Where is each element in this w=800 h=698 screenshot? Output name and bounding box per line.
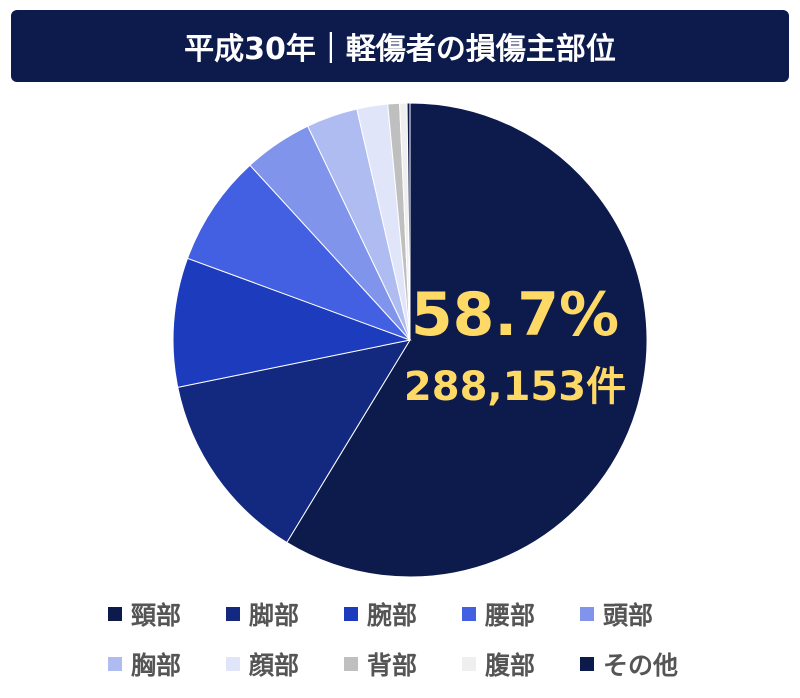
legend-item: 胸部 xyxy=(108,646,226,682)
legend-swatch xyxy=(462,657,476,671)
legend-label: 顔部 xyxy=(249,651,300,680)
legend-swatch xyxy=(108,607,122,621)
legend-label: 頭部 xyxy=(603,601,654,630)
pie-slice-2 xyxy=(172,257,412,388)
pie-slice-1 xyxy=(177,339,412,544)
legend-item: その他 xyxy=(580,646,698,682)
legend-item: 腰部 xyxy=(462,596,580,632)
pie-slice-0 xyxy=(286,102,648,578)
legend-swatch xyxy=(344,657,358,671)
legend-item: 腕部 xyxy=(344,596,462,632)
legend-swatch xyxy=(462,607,476,621)
chart-title: 平成30年｜軽傷者の損傷主部位 xyxy=(11,10,789,82)
legend-swatch xyxy=(108,657,122,671)
legend-item: 顔部 xyxy=(226,646,344,682)
legend-label: 腰部 xyxy=(485,601,536,630)
legend-label: 胸部 xyxy=(131,651,182,680)
legend-swatch xyxy=(344,607,358,621)
legend-item: 腹部 xyxy=(462,646,580,682)
pie-slice-3 xyxy=(186,164,411,341)
legend-item: 頸部 xyxy=(108,596,226,632)
slice-count-label: 288,153件 xyxy=(404,364,626,410)
slice-percent-label: 58.7% xyxy=(411,280,619,350)
legend-label: 脚部 xyxy=(249,601,300,630)
pie-slice-9 xyxy=(406,102,411,341)
legend-item: 脚部 xyxy=(226,596,344,632)
legend-item: 背部 xyxy=(344,646,462,682)
legend-swatch xyxy=(580,657,594,671)
legend-swatch xyxy=(226,657,240,671)
legend-label: 腕部 xyxy=(367,601,418,630)
legend-label: 背部 xyxy=(367,651,418,680)
legend-label: その他 xyxy=(603,651,679,680)
legend: 頸部 脚部 腕部 腰部 頭部胸部 顔部 背部 腹部 その他 xyxy=(108,596,728,682)
legend-label: 腹部 xyxy=(485,651,536,680)
legend-label: 頸部 xyxy=(131,601,182,630)
legend-swatch xyxy=(226,607,240,621)
legend-item: 頭部 xyxy=(580,596,698,632)
legend-swatch xyxy=(580,607,594,621)
